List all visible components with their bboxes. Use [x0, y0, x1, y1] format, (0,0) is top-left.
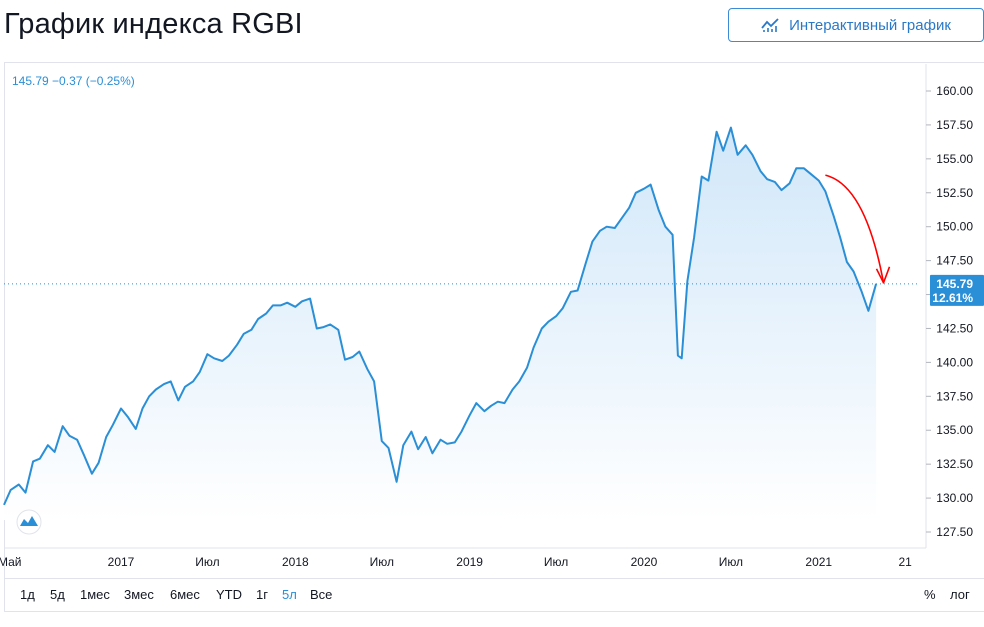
y-tick-label: 147.50 — [936, 254, 973, 268]
range-all[interactable]: Все — [310, 587, 333, 602]
range-5d[interactable]: 5д — [50, 587, 65, 602]
chart-legend: 145.79 −0.37 (−0.25%) — [12, 74, 135, 88]
y-tick-label: 152.50 — [936, 186, 973, 200]
x-tick-label: Июл — [719, 555, 743, 569]
series-line — [3, 126, 878, 506]
x-tick-label: 2018 — [282, 555, 309, 569]
interactive-chart-button[interactable]: Интерактивный график — [728, 8, 984, 42]
x-tick-label: Июл — [544, 555, 568, 569]
x-tick-label: 21 — [899, 555, 913, 569]
range-6m[interactable]: 6мес — [170, 587, 200, 602]
logo-icon — [20, 516, 38, 526]
last-change-pct-label: 12.61% — [932, 291, 973, 305]
last-value-tag — [930, 274, 984, 306]
y-tick-label: 150.00 — [936, 220, 973, 234]
y-tick-label: 155.00 — [936, 152, 973, 166]
x-tick-label: 2020 — [631, 555, 658, 569]
x-tick-label: Июл — [195, 555, 219, 569]
y-tick-label: 132.50 — [936, 457, 973, 471]
y-tick-label: 157.50 — [936, 118, 973, 132]
range-1y[interactable]: 1г — [256, 587, 268, 602]
annotation-arrow-head — [875, 266, 891, 284]
range-toolbar: 1д 5д 1мес 3мес 6мес YTD 1г 5л Все % лог — [4, 578, 984, 613]
series-area — [4, 127, 877, 520]
y-tick-label: 130.00 — [936, 491, 973, 505]
y-tick-label: 127.50 — [936, 525, 973, 539]
chart-icon — [761, 17, 781, 33]
legend-value: 145.79 — [12, 74, 49, 88]
x-tick-label: 2021 — [805, 555, 832, 569]
range-ytd[interactable]: YTD — [216, 587, 242, 602]
range-3m[interactable]: 3мес — [124, 587, 154, 602]
legend-change: −0.37 (−0.25%) — [52, 74, 135, 88]
range-5y[interactable]: 5л — [282, 587, 297, 602]
y-tick-label: 135.00 — [936, 423, 973, 437]
y-tick-label: 140.00 — [936, 355, 973, 369]
annotation-arrow — [825, 174, 885, 283]
page-title: График индекса RGBI — [4, 8, 303, 40]
x-tick-label: Май — [0, 555, 22, 569]
x-tick-label: Июл — [370, 555, 394, 569]
y-tick-label: 142.50 — [936, 321, 973, 335]
percent-toggle[interactable]: % — [924, 587, 936, 602]
y-tick-label: 137.50 — [936, 389, 973, 403]
x-tick-label: 2019 — [456, 555, 483, 569]
range-1d[interactable]: 1д — [20, 587, 35, 602]
x-tick-label: 2017 — [108, 555, 135, 569]
range-1m[interactable]: 1мес — [80, 587, 110, 602]
log-toggle[interactable]: лог — [950, 587, 970, 602]
y-tick-label: 160.00 — [936, 84, 973, 98]
interactive-chart-label: Интерактивный график — [789, 16, 951, 34]
last-value-label: 145.79 — [936, 277, 973, 291]
chart-frame — [4, 62, 984, 612]
